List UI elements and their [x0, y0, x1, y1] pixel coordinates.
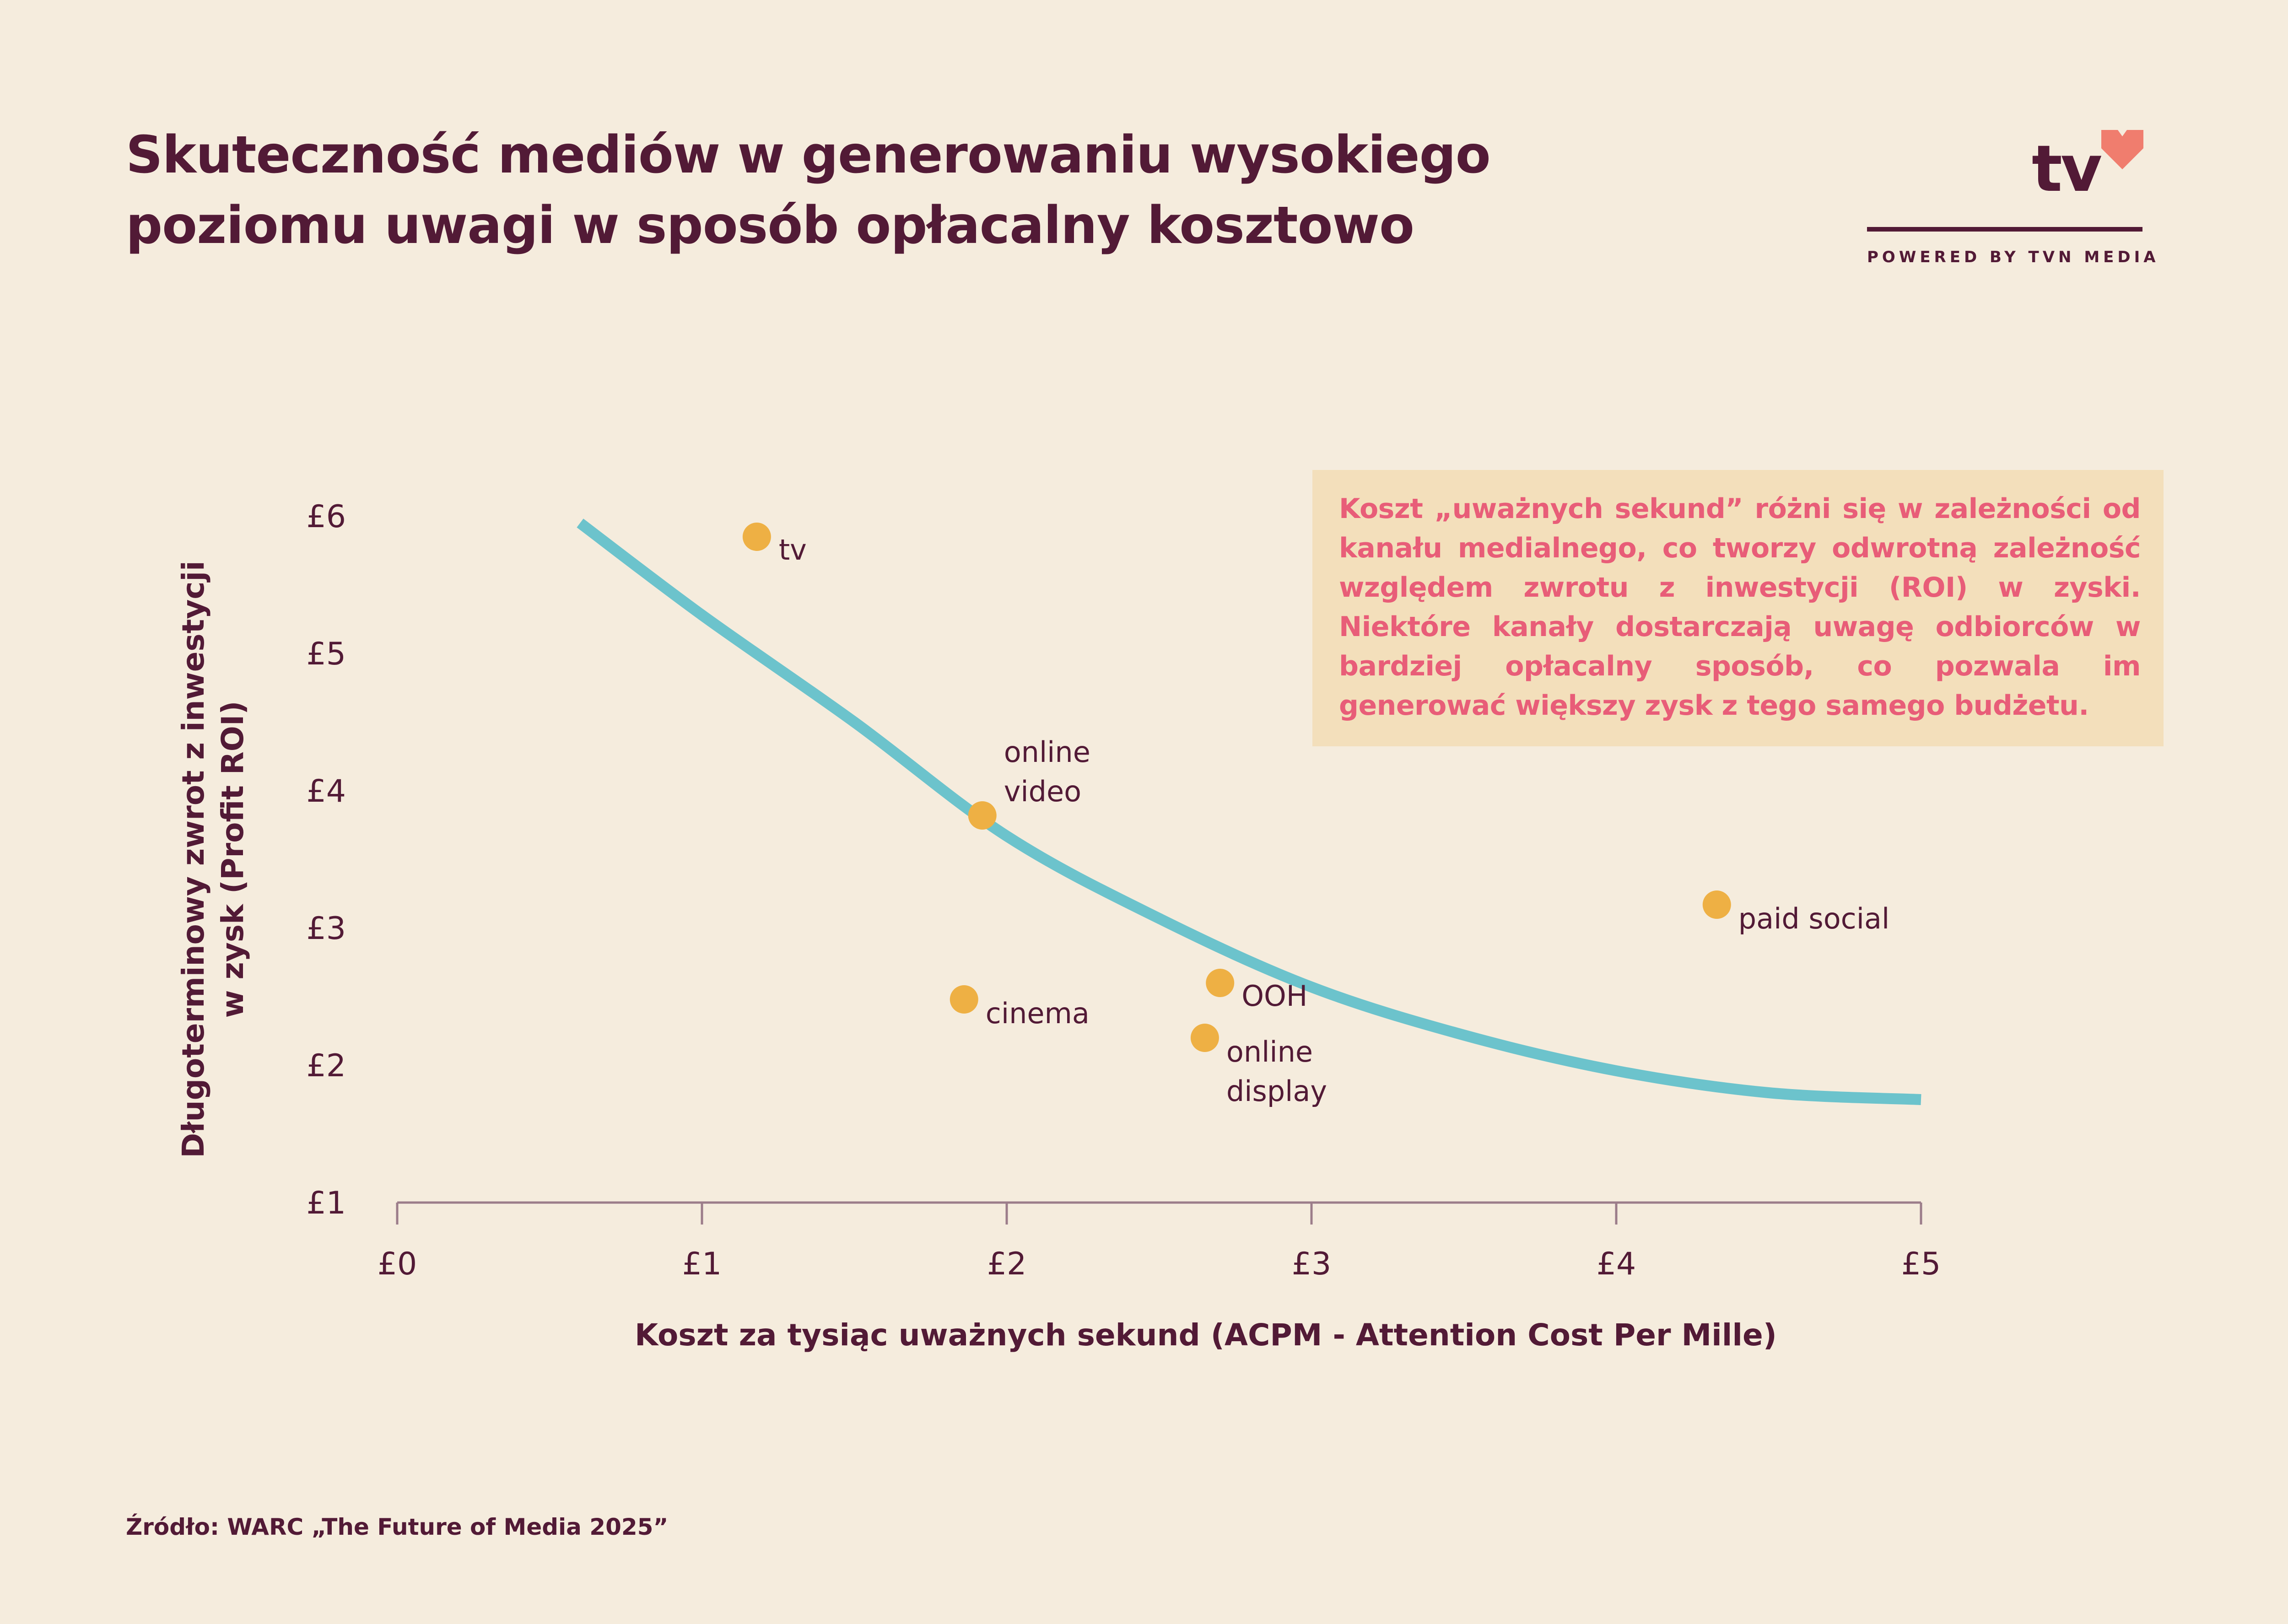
data-label: paid social: [1738, 902, 1889, 935]
data-point: [742, 523, 771, 551]
y-tick-label: £6: [306, 499, 346, 535]
data-points: tv online video paid social OOH cinema online d…: [742, 523, 1889, 1108]
y-ticks: £1 £2 £3 £4 £5 £6: [306, 499, 346, 1221]
annotation-box: Koszt „uważnych sekund” różni się w zale…: [1312, 470, 2164, 746]
data-label: cinema: [986, 997, 1090, 1030]
source-note: Źródło: WARC „The Future of Media 2025”: [126, 1514, 669, 1540]
y-tick-label: £3: [306, 911, 346, 947]
y-tick-label: £5: [306, 636, 346, 672]
data-point: [1702, 890, 1731, 919]
data-label: tv: [779, 533, 807, 567]
x-tick-label: £3: [1292, 1246, 1332, 1282]
data-point: [950, 985, 978, 1014]
logo-mark: tv: [2032, 132, 2102, 206]
data-label: online video: [1004, 735, 1090, 808]
annotation-text: Koszt „uważnych sekund” różni się w zale…: [1339, 493, 2141, 722]
data-point: [1206, 969, 1235, 997]
x-ticks: £0 £1 £2 £3 £4 £5: [378, 1203, 1941, 1282]
x-tick-label: £2: [987, 1246, 1027, 1282]
x-tick-label: £4: [1597, 1246, 1636, 1282]
heart-icon: [2101, 130, 2143, 169]
tv-logo: tv POWERED BY TVN MEDIA: [1867, 124, 2159, 275]
x-axis-title: Koszt za tysiąc uważnych sekund (ACPM - …: [635, 1317, 1777, 1353]
logo-tagline: POWERED BY TVN MEDIA: [1867, 248, 2159, 266]
x-tick-label: £5: [1901, 1246, 1941, 1282]
y-axis-title: Długoterminowy zwrot z inwestycji w zysk …: [176, 561, 250, 1158]
x-tick-label: £0: [378, 1246, 417, 1282]
title-line-1: Skuteczność mediów w generowaniu wysokie…: [126, 125, 1491, 185]
x-tick-label: £1: [682, 1246, 722, 1282]
y-tick-label: £2: [306, 1048, 346, 1084]
data-point: [968, 801, 997, 830]
y-tick-label: £4: [306, 773, 346, 809]
y-tick-label: £1: [306, 1185, 346, 1221]
data-label: online display: [1226, 1035, 1327, 1108]
data-label: OOH: [1241, 979, 1307, 1013]
chart-title: Skuteczność mediów w generowaniu wysokie…: [126, 120, 1636, 261]
trend-line: [577, 518, 1921, 1105]
title-line-2: poziomu uwagi w sposób opłacalny kosztow…: [126, 196, 1414, 255]
logo-divider: [1867, 227, 2142, 232]
data-point: [1190, 1024, 1219, 1052]
